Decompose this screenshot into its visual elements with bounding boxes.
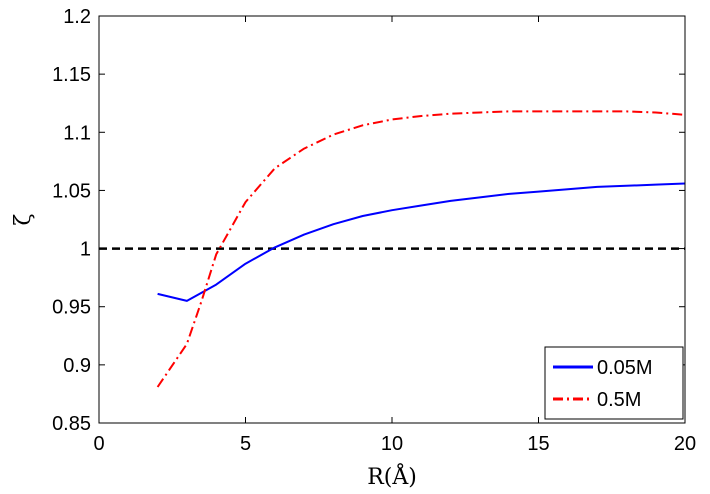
y-tick-label: 1.15 — [52, 64, 91, 86]
series-line-b — [156, 110, 686, 388]
axes: 0 5 10 15 20 0.85 0.9 0.95 1 1.05 1.1 1.15 1.2 R(Å) ζ — [11, 6, 696, 490]
y-tick-label: 0.95 — [52, 297, 91, 319]
y-tick-label: 0.9 — [63, 355, 91, 377]
x-axis-label: R(Å) — [367, 462, 417, 490]
x-tick-label: 10 — [381, 433, 403, 455]
plot-area — [99, 110, 686, 388]
x-tick-label: 20 — [674, 433, 696, 455]
legend-label: 0.5M — [597, 389, 641, 411]
y-tick-label: 0.85 — [52, 413, 91, 435]
y-axis-label: ζ — [11, 213, 36, 225]
series-line-a — [157, 182, 686, 302]
y-tick-label: 1.05 — [52, 180, 91, 202]
legend: 0.05M 0.5M — [544, 346, 684, 420]
x-tick-label: 15 — [527, 433, 549, 455]
legend-label: 0.05M — [597, 357, 653, 379]
legend-box — [544, 346, 684, 420]
y-tick-label: 1 — [80, 239, 91, 261]
y-tick-label: 1.1 — [63, 122, 91, 144]
x-tick-label: 0 — [93, 433, 104, 455]
x-tick-label: 5 — [240, 433, 251, 455]
y-tick-label: 1.2 — [63, 6, 91, 28]
